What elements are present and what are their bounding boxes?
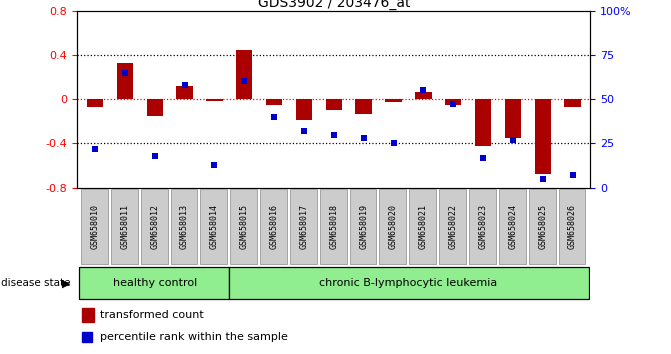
Text: GSM658012: GSM658012 — [150, 204, 159, 249]
Point — [329, 132, 340, 137]
Text: GSM658016: GSM658016 — [270, 204, 278, 249]
Bar — [236, 50, 252, 99]
Bar — [296, 99, 312, 120]
FancyBboxPatch shape — [111, 189, 138, 264]
Bar — [206, 99, 223, 101]
FancyBboxPatch shape — [529, 189, 556, 264]
Bar — [535, 99, 551, 175]
FancyBboxPatch shape — [440, 189, 466, 264]
Text: GSM658023: GSM658023 — [478, 204, 488, 249]
Point — [299, 128, 309, 134]
Title: GDS3902 / 203476_at: GDS3902 / 203476_at — [258, 0, 410, 10]
Point — [418, 87, 429, 93]
Bar — [117, 63, 133, 99]
Point — [179, 82, 190, 88]
Point — [567, 172, 578, 178]
Bar — [83, 332, 91, 342]
Point — [478, 155, 488, 160]
Bar — [564, 99, 581, 107]
Text: GSM658015: GSM658015 — [240, 204, 249, 249]
Bar — [146, 99, 163, 116]
Bar — [505, 99, 521, 138]
Text: chronic B-lymphocytic leukemia: chronic B-lymphocytic leukemia — [319, 278, 498, 288]
Bar — [325, 99, 342, 110]
FancyBboxPatch shape — [170, 189, 197, 264]
Bar — [176, 86, 193, 99]
FancyBboxPatch shape — [230, 189, 257, 264]
FancyBboxPatch shape — [290, 189, 317, 264]
Text: ▶: ▶ — [62, 278, 70, 288]
Point — [90, 146, 101, 152]
Point — [448, 102, 458, 107]
Text: GSM658013: GSM658013 — [180, 204, 189, 249]
FancyBboxPatch shape — [350, 189, 376, 264]
Bar — [415, 92, 431, 99]
Text: GSM658022: GSM658022 — [449, 204, 458, 249]
Bar — [83, 308, 93, 321]
FancyBboxPatch shape — [79, 267, 229, 299]
Point — [269, 114, 280, 120]
Point — [119, 70, 130, 75]
Text: GSM658018: GSM658018 — [329, 204, 338, 249]
FancyBboxPatch shape — [499, 189, 525, 264]
Bar — [266, 99, 282, 105]
Point — [209, 162, 220, 167]
FancyBboxPatch shape — [201, 189, 227, 264]
FancyBboxPatch shape — [558, 189, 585, 264]
Text: GSM658014: GSM658014 — [210, 204, 219, 249]
Point — [537, 176, 548, 182]
Text: GSM658020: GSM658020 — [389, 204, 398, 249]
Text: disease state: disease state — [1, 278, 70, 288]
FancyBboxPatch shape — [409, 189, 436, 264]
Point — [150, 153, 160, 159]
Text: GSM658026: GSM658026 — [568, 204, 577, 249]
FancyBboxPatch shape — [81, 189, 108, 264]
Text: GSM658024: GSM658024 — [509, 204, 517, 249]
FancyBboxPatch shape — [320, 189, 347, 264]
Text: GSM658025: GSM658025 — [538, 204, 548, 249]
Bar — [385, 99, 402, 102]
Bar — [356, 99, 372, 114]
FancyBboxPatch shape — [141, 189, 168, 264]
Bar — [475, 99, 491, 145]
FancyBboxPatch shape — [380, 189, 407, 264]
FancyBboxPatch shape — [260, 189, 287, 264]
FancyBboxPatch shape — [229, 267, 589, 299]
Text: GSM658021: GSM658021 — [419, 204, 428, 249]
Point — [358, 135, 369, 141]
Text: healthy control: healthy control — [113, 278, 197, 288]
Point — [507, 137, 518, 143]
Text: GSM658017: GSM658017 — [299, 204, 309, 249]
Text: transformed count: transformed count — [100, 310, 204, 320]
Point — [388, 141, 399, 146]
Text: GSM658011: GSM658011 — [120, 204, 130, 249]
Bar — [87, 99, 103, 107]
Text: GSM658010: GSM658010 — [91, 204, 99, 249]
Point — [239, 79, 250, 84]
Bar — [445, 99, 462, 105]
FancyBboxPatch shape — [469, 189, 496, 264]
Text: percentile rank within the sample: percentile rank within the sample — [100, 332, 288, 342]
Text: GSM658019: GSM658019 — [359, 204, 368, 249]
